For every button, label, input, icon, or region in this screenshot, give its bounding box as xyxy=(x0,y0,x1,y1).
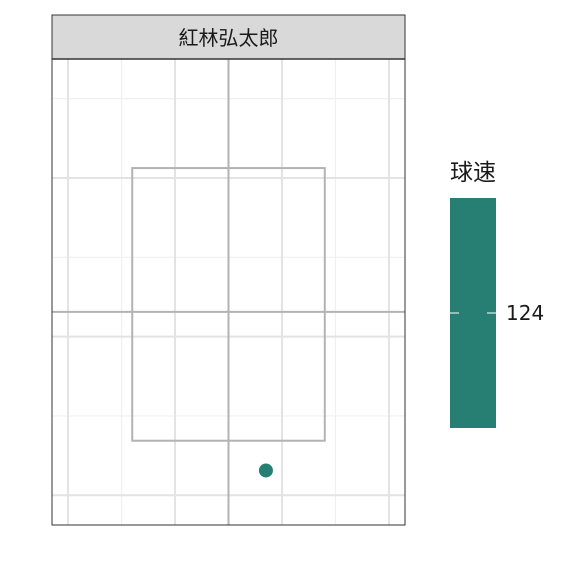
pitch-point xyxy=(259,463,273,477)
facet-strip-label: 紅林弘太郎 xyxy=(179,26,279,50)
point-layer xyxy=(259,463,273,477)
legend-title: 球速 xyxy=(450,160,496,186)
legend-tick-label: 124 xyxy=(506,301,544,325)
